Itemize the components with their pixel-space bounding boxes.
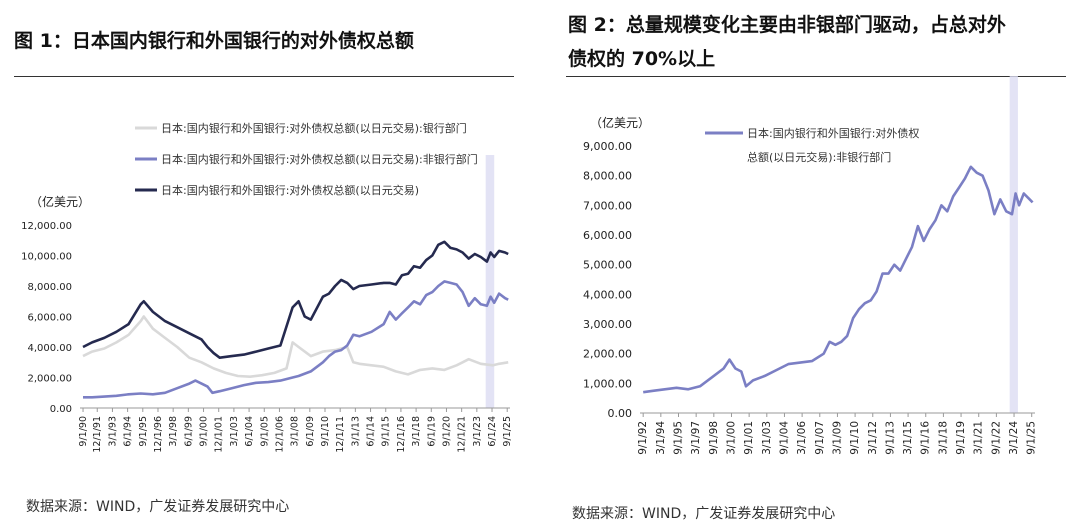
x-tick-label: 6/1/99 (183, 416, 194, 447)
x-tick-label: 3/1/00 (725, 421, 737, 455)
shaded-period (485, 155, 495, 408)
x-tick-label: 9/1/90 (78, 416, 89, 447)
y-tick-label: 10,000.00 (21, 252, 72, 263)
x-tick-label: 9/1/92 (637, 421, 649, 455)
y-axis-unit: （亿美元） (30, 194, 90, 209)
x-tick-label: 3/1/21 (973, 421, 985, 455)
y-tick-label: 1,000.00 (583, 377, 632, 390)
x-tick-label: 9/1/07 (814, 421, 826, 455)
x-tick-label: 9/1/15 (381, 416, 392, 447)
x-tick-label: 9/1/95 (138, 416, 149, 447)
x-tick-label: 9/1/25 (502, 416, 513, 447)
x-tick-label: 6/1/14 (366, 416, 377, 447)
x-tick-label: 3/1/09 (831, 421, 843, 455)
data-source: 数据来源：WIND，广发证券发展研究中心 (572, 506, 836, 522)
title-rule (14, 76, 514, 77)
x-tick-label: 9/1/10 (849, 421, 861, 455)
chart-title: 图 2：总量规模变化主要由非银部门驱动，占总对外 债权的 70%以上 (568, 14, 1006, 70)
y-tick-label: 4,000.00 (27, 343, 72, 354)
x-tick-label: 3/1/08 (290, 416, 301, 447)
x-tick-label: 3/1/24 (1008, 421, 1020, 455)
y-axis-unit: （亿美元） (590, 115, 650, 130)
y-tick-label: 2,000.00 (583, 348, 632, 361)
y-tick-label: 9,000.00 (583, 140, 632, 153)
y-tick-label: 0.00 (608, 407, 633, 420)
y-tick-label: 0.00 (50, 404, 72, 415)
x-tick-label: 6/1/04 (244, 416, 255, 447)
x-tick-label: 9/1/25 (1026, 421, 1038, 455)
x-tick-label: 9/1/20 (441, 416, 452, 447)
data-source: 数据来源：WIND，广发证券发展研究中心 (26, 499, 290, 515)
y-tick-label: 3,000.00 (583, 318, 632, 331)
y-tick-label: 7,000.00 (583, 199, 632, 212)
y-tick-label: 6,000.00 (27, 313, 72, 324)
legend-label-0: 总额(以日元交易):非银行部门 (747, 150, 891, 164)
title-rule (566, 76, 1066, 77)
x-tick-label: 9/1/13 (884, 421, 896, 455)
x-tick-label: 12/1/21 (457, 416, 468, 453)
shaded-period (1009, 76, 1018, 413)
x-tick-label: 3/1/94 (655, 421, 667, 455)
y-tick-label: 8,000.00 (27, 282, 72, 293)
chart-panel-2: 图 2：总量规模变化主要由非银部门驱动，占总对外 债权的 70%以上 （亿美元）… (540, 0, 1080, 531)
x-tick-label: 9/1/10 (320, 416, 331, 447)
x-tick-label: 3/1/93 (107, 416, 118, 447)
chart-panel-1: 图 1：日本国内银行和外国银行的对外债权总额 （亿美元） 0.00 2,000.00… (14, 30, 514, 515)
x-tick-label: 9/1/01 (743, 421, 755, 455)
x-tick-label: 12/1/06 (274, 416, 285, 453)
y-tick-label: 4,000.00 (583, 288, 632, 301)
x-tick-label: 3/1/13 (350, 416, 361, 447)
x-tick-label: 6/1/19 (426, 416, 437, 447)
legend-label-1: 日本:国内银行和外国银行:对外债权总额(以日元交易):非银行部门 (161, 152, 478, 166)
y-tick-label: 8,000.00 (583, 170, 632, 183)
series-line-1 (83, 280, 509, 399)
y-tick-label: 5,000.00 (583, 259, 632, 272)
x-tick-label: 9/1/04 (778, 421, 790, 455)
x-tick-label: 12/1/96 (153, 416, 164, 453)
x-tick-label: 9/1/05 (259, 416, 270, 447)
y-tick-label: 6,000.00 (583, 229, 632, 242)
x-tick-label: 3/1/23 (472, 416, 483, 447)
y-tick-label: 12,000.00 (21, 221, 72, 232)
x-tick-label: 9/1/16 (920, 421, 932, 455)
x-tick-label: 6/1/94 (123, 416, 134, 447)
y-tick-label: 2,000.00 (27, 374, 72, 385)
x-tick-label: 6/1/24 (487, 416, 498, 447)
x-tick-label: 12/1/11 (335, 416, 346, 453)
x-tick-label: 9/1/98 (708, 421, 720, 455)
series-line-2 (82, 240, 509, 359)
x-tick-label: 6/1/09 (305, 416, 316, 447)
series-line-0 (82, 315, 509, 378)
x-tick-label: 9/1/95 (672, 421, 684, 455)
x-tick-label: 12/1/01 (214, 416, 225, 453)
x-tick-label: 3/1/18 (937, 421, 949, 455)
x-tick-label: 3/1/18 (411, 416, 422, 447)
legend-label-2: 日本:国内银行和外国银行:对外债权总额(以日元交易) (161, 183, 419, 197)
line-chart-2: （亿美元） 0.00 1,000.00 2,000.00 3,000.00 4,000.0… (583, 76, 1038, 455)
x-tick-label: 12/1/91 (92, 416, 103, 453)
x-tick-label: 9/1/00 (199, 416, 210, 447)
x-tick-label: 3/1/15 (902, 421, 914, 455)
x-tick-label: 3/1/06 (796, 421, 808, 455)
x-tick-label: 3/1/97 (690, 421, 702, 455)
x-tick-label: 3/1/03 (761, 421, 773, 455)
legend-label-0: 日本:国内银行和外国银行:对外债权 (747, 126, 919, 140)
series-line-0 (643, 165, 1034, 394)
x-tick-label: 9/1/22 (990, 421, 1002, 455)
line-chart-1: （亿美元） 0.00 2,000.00 4,000.00 6,000.00 8,000.0… (21, 121, 513, 453)
chart-title: 图 1：日本国内银行和外国银行的对外债权总额 (14, 30, 414, 52)
x-tick-label: 3/1/12 (867, 421, 879, 455)
x-tick-label: 3/1/98 (168, 416, 179, 447)
x-tick-label: 9/1/19 (955, 421, 967, 455)
x-tick-label: 3/1/03 (229, 416, 240, 447)
legend-label-0: 日本:国内银行和外国银行:对外债权总额(以日元交易):银行部门 (161, 121, 467, 135)
x-tick-label: 12/1/16 (396, 416, 407, 453)
